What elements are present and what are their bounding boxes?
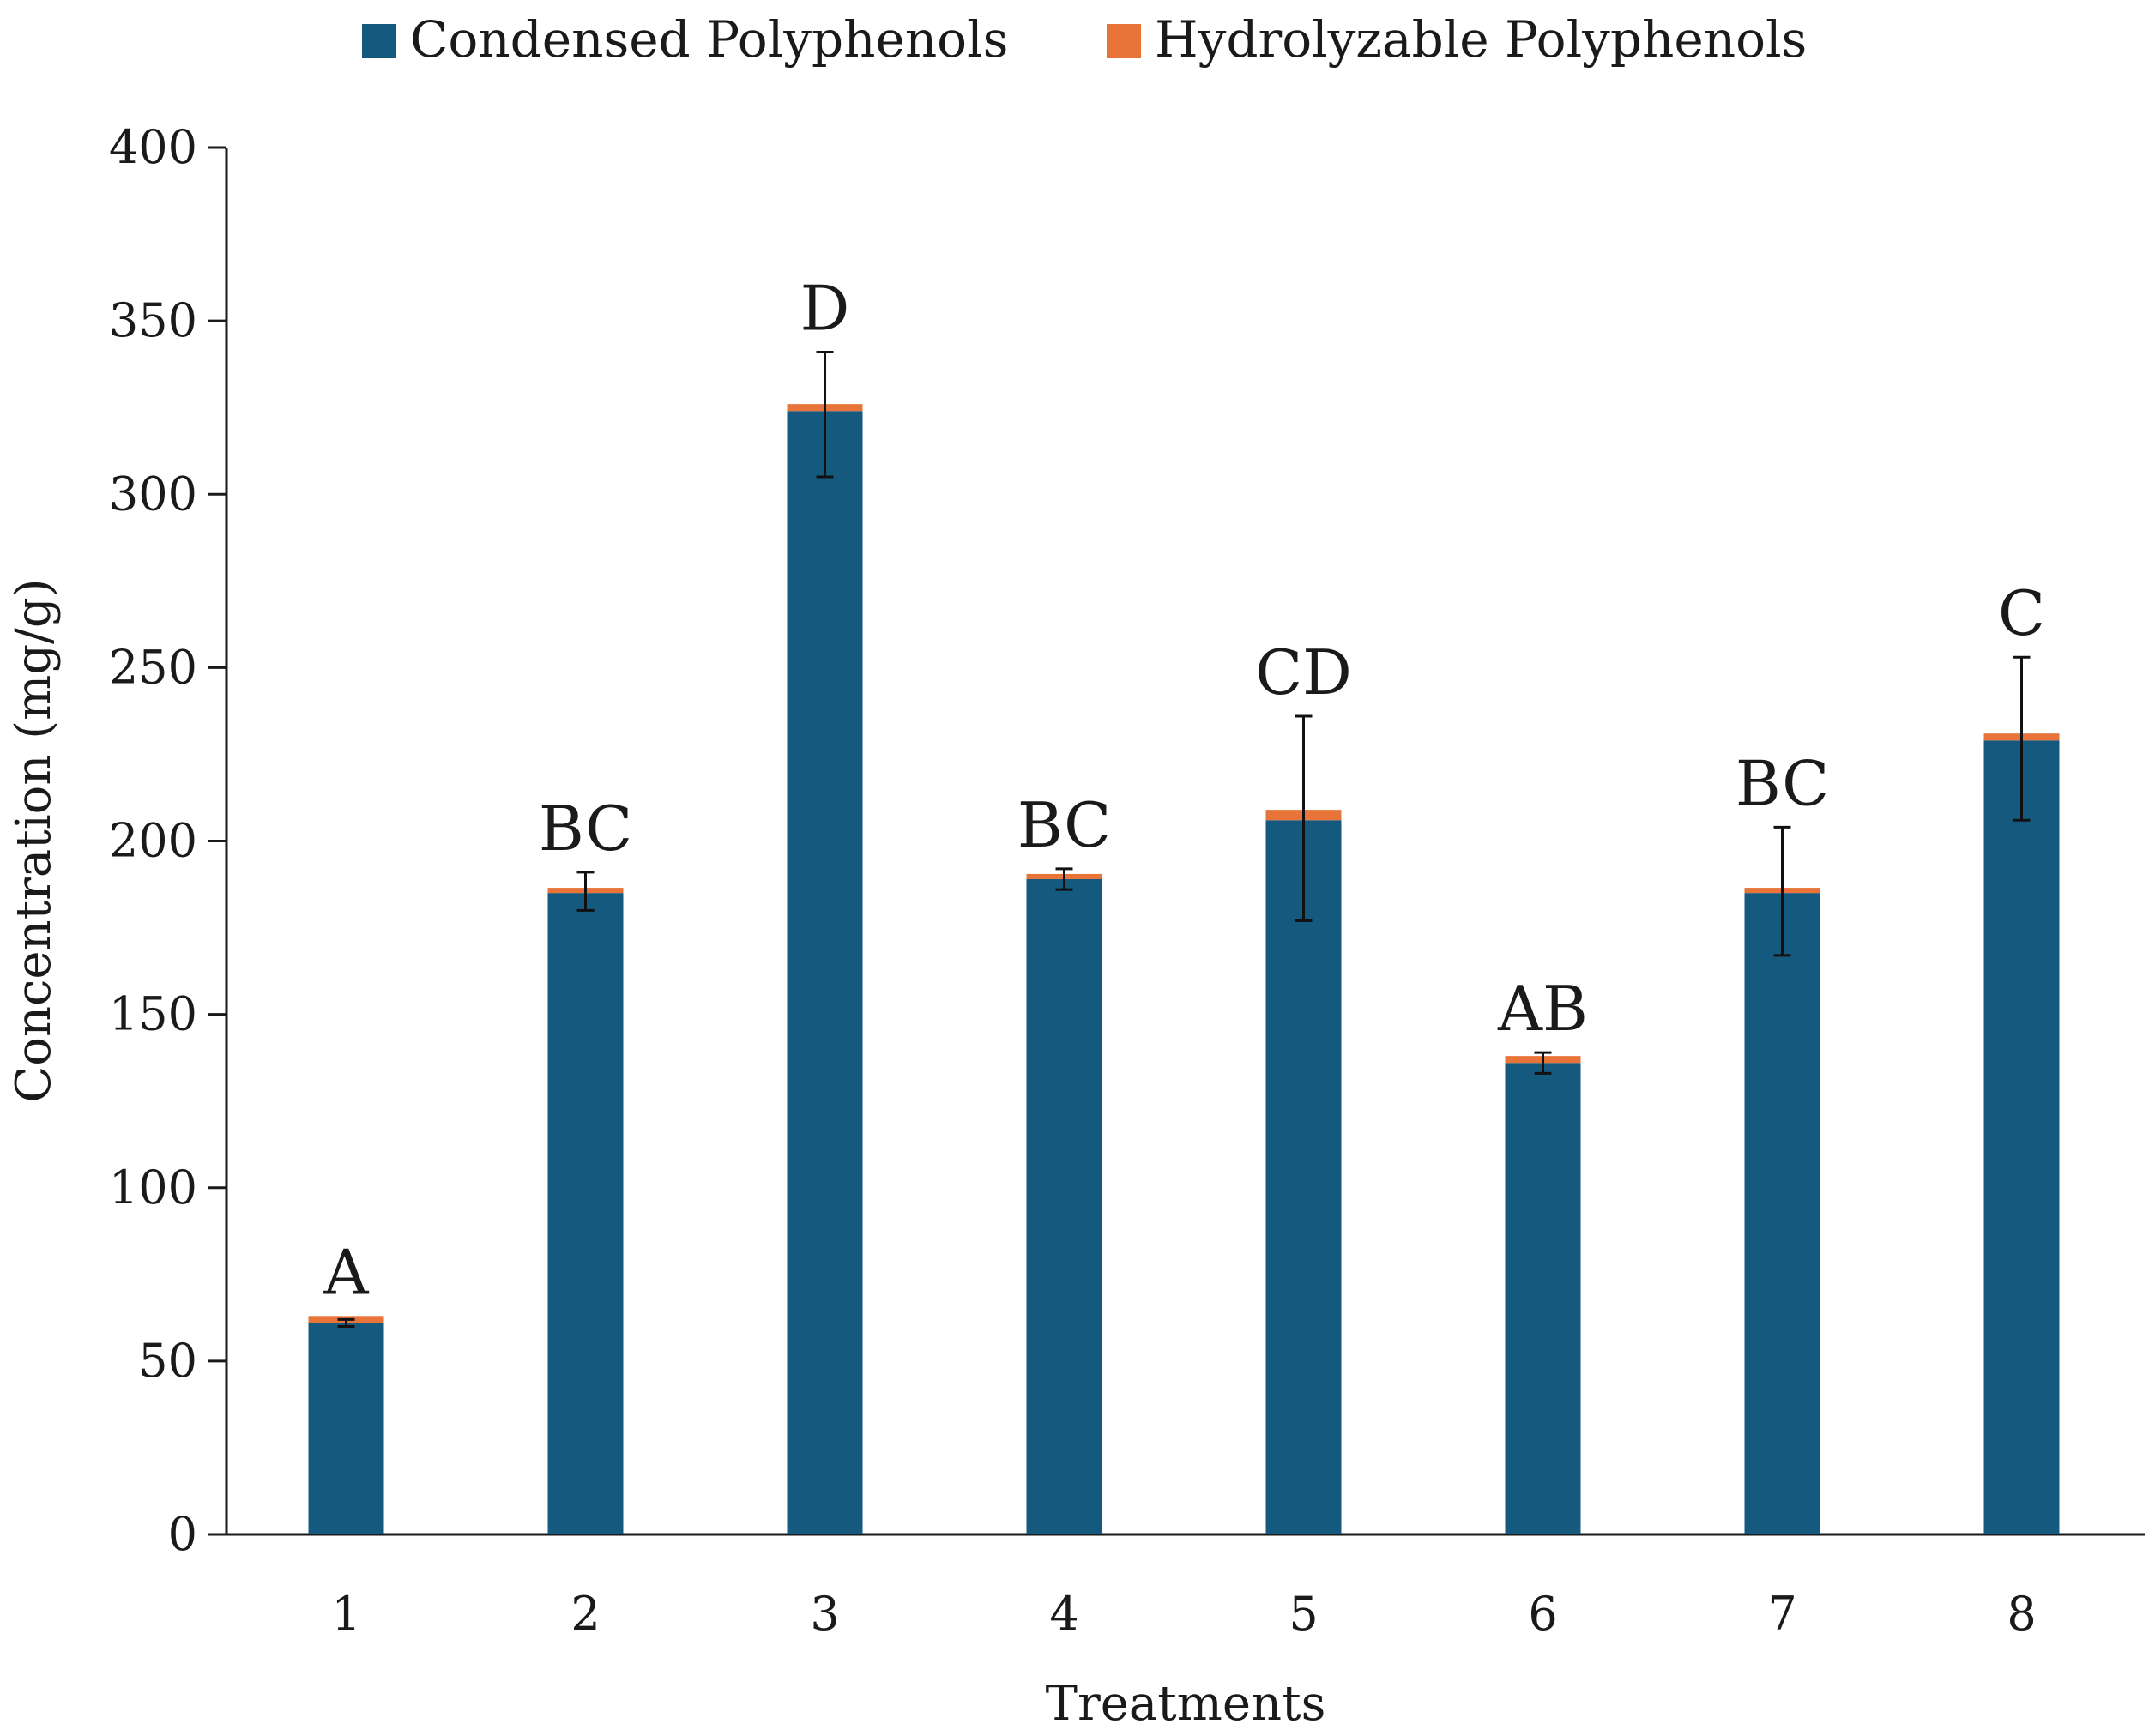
- group-label: D: [800, 273, 850, 345]
- bar-condensed: [787, 411, 863, 1535]
- bar-condensed: [1265, 820, 1342, 1534]
- group-labels: A BC D BC CD AB BC C: [323, 273, 2046, 1309]
- x-ticks: 1 2 3 4 5 6 7 8: [331, 1587, 2036, 1641]
- y-tick-label: 400: [109, 120, 197, 174]
- y-tick-label: 200: [109, 814, 197, 868]
- x-tick-label: 2: [570, 1587, 600, 1641]
- group-label: BC: [1735, 747, 1829, 819]
- y-tick-label: 150: [109, 987, 197, 1041]
- x-axis-title: Treatments: [1046, 1676, 1326, 1732]
- y-tick-label: 300: [109, 467, 197, 521]
- bar-condensed: [1983, 740, 2060, 1534]
- group-label: A: [323, 1236, 370, 1308]
- axes: 0 50 100 150 200 250 300 350 400 1 2 3 4 5 6 7 8: [109, 120, 2145, 1641]
- y-ticks: 0 50 100 150 200 250 300 350 400: [109, 120, 226, 1561]
- x-tick-label: 3: [810, 1587, 839, 1641]
- bar-condensed: [547, 893, 624, 1534]
- y-tick-label: 0: [168, 1507, 197, 1561]
- legend-label-hydrolyzable: Hydrolyzable Polyphenols: [1155, 10, 1807, 69]
- x-tick-label: 1: [331, 1587, 360, 1641]
- group-label: CD: [1255, 636, 1352, 708]
- legend-swatch-hydrolyzable: [1107, 24, 1141, 58]
- group-label: C: [1998, 577, 2045, 649]
- bar-condensed: [308, 1323, 384, 1534]
- y-axis-title: Concentration (mg/g): [6, 578, 62, 1102]
- x-tick-label: 4: [1049, 1587, 1078, 1641]
- bars: [308, 404, 2060, 1535]
- x-tick-label: 5: [1289, 1587, 1318, 1641]
- y-tick-label: 350: [109, 293, 197, 347]
- bar-condensed: [1505, 1063, 1581, 1534]
- x-tick-label: 7: [1767, 1587, 1796, 1641]
- group-label: AB: [1497, 973, 1588, 1045]
- bar-condensed: [1026, 878, 1102, 1534]
- legend-swatch-condensed: [362, 24, 396, 58]
- x-tick-label: 8: [2007, 1587, 2036, 1641]
- error-bars: [337, 351, 2031, 1328]
- y-tick-label: 100: [109, 1160, 197, 1215]
- legend-label-condensed: Condensed Polyphenols: [410, 10, 1008, 69]
- bar-condensed: [1744, 893, 1820, 1534]
- y-tick-label: 250: [109, 640, 197, 694]
- x-tick-label: 6: [1528, 1587, 1557, 1641]
- legend: Condensed Polyphenols Hydrolyzable Polyp…: [362, 10, 1807, 69]
- group-label: BC: [539, 793, 632, 865]
- group-label: BC: [1017, 789, 1111, 861]
- y-tick-label: 50: [138, 1334, 197, 1388]
